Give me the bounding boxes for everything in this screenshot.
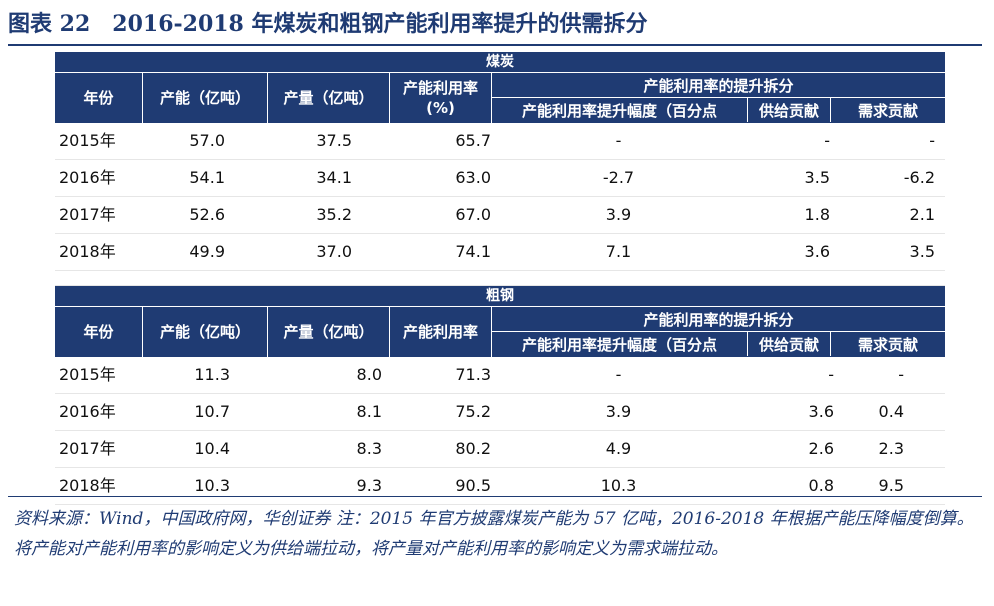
supply-header: 供给贡献 — [748, 98, 831, 122]
year-cell: 2016年 — [59, 168, 116, 187]
table-row: 2018年 10.3 9.3 90.5 10.3 0.8 9.5 — [55, 468, 945, 505]
steel-section-title: 粗钢 — [55, 286, 945, 307]
util-cell: 90.5 — [455, 476, 491, 495]
year-header: 年份 — [55, 73, 143, 123]
util-cell: 67.0 — [455, 205, 491, 224]
output-cell: 34.1 — [316, 168, 352, 187]
year-cell: 2017年 — [59, 439, 116, 458]
increase-header: 产能利用率提升幅度（百分点 — [492, 98, 748, 122]
demand-cell: - — [898, 365, 904, 384]
demand-cell: - — [929, 131, 935, 150]
table-spacer-row — [55, 271, 945, 286]
year-cell: 2015年 — [59, 131, 116, 150]
year-cell: 2017年 — [59, 205, 116, 224]
capacity-cell: 10.7 — [194, 402, 230, 421]
util-header-line2: (%) — [426, 99, 455, 117]
supply-cell: - — [828, 365, 834, 384]
increase-cell: 3.9 — [605, 402, 632, 421]
util-header-line1: 产能利用率 — [402, 79, 478, 97]
capacity-header: 产能（亿吨） — [143, 73, 268, 123]
supply-cell: 1.8 — [804, 205, 830, 224]
demand-cell: -6.2 — [903, 168, 935, 187]
capacity-cell: 11.3 — [194, 365, 230, 384]
util-header: 产能利用率 — [390, 307, 492, 357]
year-cell: 2018年 — [59, 476, 116, 495]
year-cell: 2016年 — [59, 402, 116, 421]
util-cell: 71.3 — [455, 365, 491, 384]
year-header: 年份 — [55, 307, 143, 357]
source-note: 资料来源：Wind，中国政府网，华创证券 注：2015 年官方披露煤炭产能为 5… — [14, 509, 974, 559]
decomp-header: 产能利用率的提升拆分 — [492, 73, 945, 98]
supply-cell: - — [824, 131, 830, 150]
table-row: 2016年 54.1 34.1 63.0 -2.7 3.5 -6.2 — [55, 160, 945, 197]
increase-cell: 7.1 — [605, 242, 632, 261]
output-cell: 35.2 — [316, 205, 352, 224]
util-cell: 65.7 — [455, 131, 491, 150]
increase-cell: 4.9 — [605, 439, 632, 458]
demand-cell: 2.3 — [878, 439, 904, 458]
increase-cell: - — [615, 131, 622, 150]
demand-header: 需求贡献 — [857, 101, 918, 120]
table-row: 2015年 57.0 37.5 65.7 - - - — [55, 123, 945, 160]
figure-title: 图表 22 2016-2018 年煤炭和粗钢产能利用率提升的供需拆分 — [8, 11, 648, 37]
output-cell: 37.0 — [316, 242, 352, 261]
table-row: 2017年 10.4 8.3 80.2 4.9 2.6 2.3 — [55, 431, 945, 468]
util-cell: 80.2 — [455, 439, 491, 458]
year-cell: 2018年 — [59, 242, 116, 261]
capacity-header: 产能（亿吨） — [143, 307, 268, 357]
capacity-cell: 10.4 — [194, 439, 230, 458]
steel-header-row: 年份 产能（亿吨） 产量（亿吨） 产能利用率 产能利用率的提升拆分 产能利用率提… — [55, 307, 945, 357]
output-cell: 37.5 — [316, 131, 352, 150]
demand-cell: 3.5 — [909, 242, 935, 261]
capacity-cell: 49.9 — [189, 242, 225, 261]
demand-header: 需求贡献 — [857, 335, 918, 354]
demand-cell: 2.1 — [909, 205, 935, 224]
coal-table: 煤炭 年份 产能（亿吨） 产量（亿吨） 产能利用率 (%) 产能利用率的提升拆分… — [55, 52, 945, 286]
capacity-cell: 10.3 — [194, 476, 230, 495]
demand-cell: 9.5 — [878, 476, 904, 495]
increase-cell: 10.3 — [600, 476, 637, 495]
table-row: 2015年 11.3 8.0 71.3 - - - — [55, 357, 945, 394]
coal-header-row: 年份 产能（亿吨） 产量（亿吨） 产能利用率 (%) 产能利用率的提升拆分 产能… — [55, 73, 945, 123]
supply-cell: 0.8 — [808, 476, 834, 495]
supply-cell: 3.5 — [804, 168, 830, 187]
note-divider — [8, 496, 982, 497]
increase-header: 产能利用率提升幅度（百分点 — [492, 332, 748, 356]
output-cell: 8.1 — [356, 402, 382, 421]
supply-cell: 2.6 — [808, 439, 834, 458]
coal-section-title: 煤炭 — [55, 52, 945, 73]
increase-cell: -2.7 — [602, 168, 635, 187]
increase-cell: - — [615, 365, 622, 384]
util-cell: 74.1 — [455, 242, 491, 261]
decomp-header: 产能利用率的提升拆分 — [492, 307, 945, 332]
table-row: 2018年 49.9 37.0 74.1 7.1 3.6 3.5 — [55, 234, 945, 271]
capacity-cell: 57.0 — [189, 131, 225, 150]
output-cell: 9.3 — [356, 476, 382, 495]
year-cell: 2015年 — [59, 365, 116, 384]
output-cell: 8.3 — [356, 439, 382, 458]
util-cell: 75.2 — [455, 402, 491, 421]
output-cell: 8.0 — [356, 365, 382, 384]
supply-header: 供给贡献 — [748, 332, 831, 356]
capacity-cell: 54.1 — [189, 168, 225, 187]
supply-cell: 3.6 — [808, 402, 834, 421]
util-cell: 63.0 — [455, 168, 491, 187]
title-divider — [8, 44, 982, 46]
util-header: 产能利用率 (%) — [390, 73, 492, 123]
output-header: 产量（亿吨） — [268, 73, 390, 123]
increase-cell: 3.9 — [605, 205, 632, 224]
table-row: 2017年 52.6 35.2 67.0 3.9 1.8 2.1 — [55, 197, 945, 234]
steel-table: 粗钢 年份 产能（亿吨） 产量（亿吨） 产能利用率 产能利用率的提升拆分 产能利… — [55, 286, 945, 505]
capacity-cell: 52.6 — [189, 205, 225, 224]
output-header: 产量（亿吨） — [268, 307, 390, 357]
table-row: 2016年 10.7 8.1 75.2 3.9 3.6 0.4 — [55, 394, 945, 431]
supply-cell: 3.6 — [804, 242, 830, 261]
demand-cell: 0.4 — [878, 402, 904, 421]
